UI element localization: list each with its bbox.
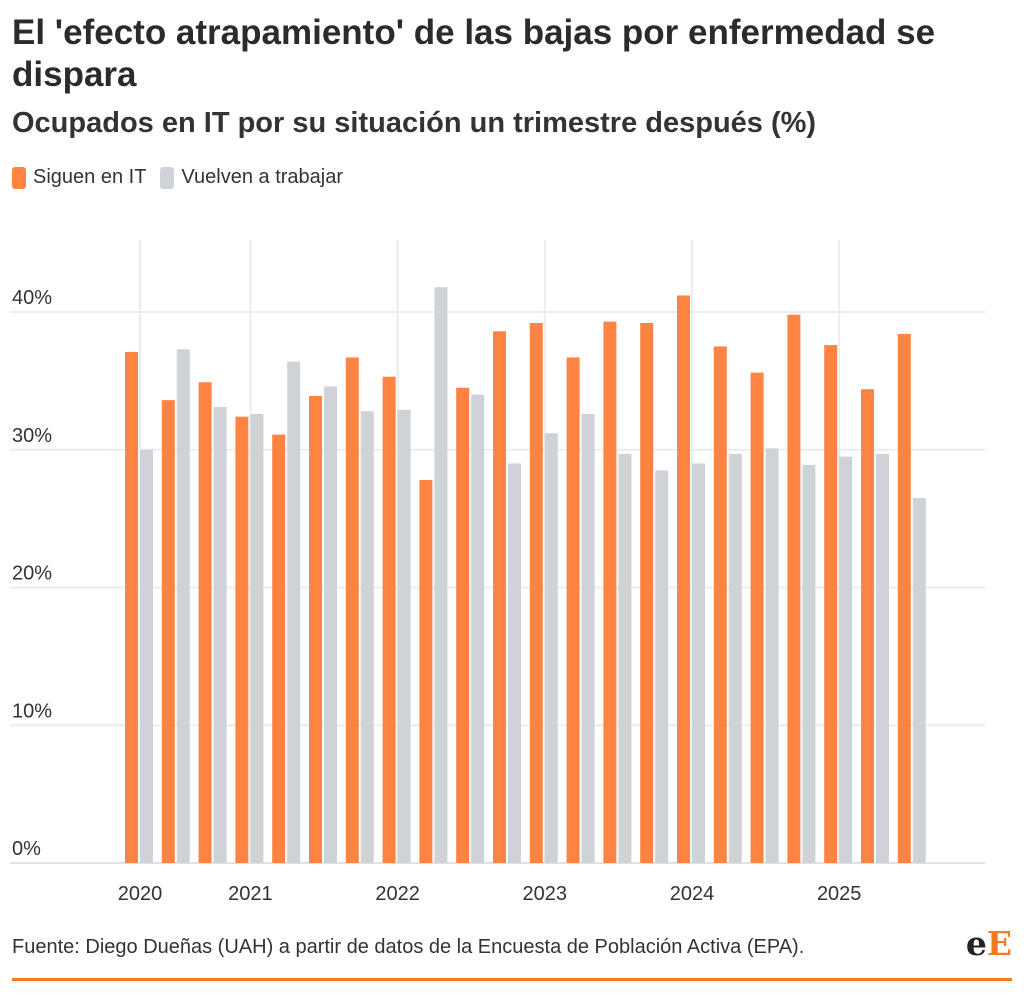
bar-vuelven-a-trabajar-11 bbox=[508, 463, 521, 863]
bar-siguen-en-it-2 bbox=[161, 400, 175, 863]
bar-vuelven-a-trabajar-10 bbox=[471, 394, 485, 863]
source-note: Fuente: Diego Dueñas (UAH) a partir de d… bbox=[12, 936, 805, 958]
bar-siguen-en-it-18 bbox=[750, 372, 764, 863]
legend: Siguen en IT Vuelven a trabajar bbox=[12, 166, 343, 189]
bar-siguen-en-it-19 bbox=[787, 314, 801, 863]
bar-siguen-en-it-8 bbox=[382, 376, 396, 863]
bar-siguen-en-it-10 bbox=[456, 387, 470, 863]
brand-logo: eE bbox=[966, 926, 1012, 962]
bar-vuelven-a-trabajar-1 bbox=[140, 449, 153, 863]
chart-subtitle: Ocupados en IT por su situación un trime… bbox=[12, 107, 817, 139]
bar-vuelven-a-trabajar-22 bbox=[912, 497, 926, 863]
footer-rule bbox=[12, 978, 1012, 981]
bar-siguen-en-it-1 bbox=[125, 351, 138, 863]
logo-letter-e: e bbox=[965, 924, 987, 963]
chart-title: El 'efecto atrapamiento' de las bajas po… bbox=[12, 13, 936, 94]
legend-swatch-siguen bbox=[12, 166, 26, 189]
bar-vuelven-a-trabajar-13 bbox=[581, 413, 595, 863]
bar-siguen-en-it-12 bbox=[529, 323, 543, 863]
bar-siguen-en-it-3 bbox=[198, 382, 212, 863]
x-tick-label-2021: 2021 bbox=[228, 883, 273, 905]
bar-siguen-en-it-13 bbox=[566, 357, 580, 863]
bar-vuelven-a-trabajar-3 bbox=[213, 407, 227, 863]
bar-siguen-en-it-9 bbox=[419, 480, 433, 863]
y-tick-label-30: 30% bbox=[12, 425, 52, 447]
bar-vuelven-a-trabajar-21 bbox=[876, 453, 889, 863]
bar-vuelven-a-trabajar-6 bbox=[324, 386, 337, 863]
x-tick-label-2025: 2025 bbox=[817, 883, 862, 905]
legend-swatch-vuelven bbox=[160, 166, 175, 189]
bar-siguen-en-it-21 bbox=[861, 389, 874, 863]
bar-siguen-en-it-17 bbox=[713, 346, 727, 863]
bar-siguen-en-it-4 bbox=[235, 416, 249, 863]
bar-vuelven-a-trabajar-2 bbox=[176, 349, 190, 863]
bar-vuelven-a-trabajar-20 bbox=[839, 456, 853, 863]
legend-item-vuelven: Vuelven a trabajar bbox=[160, 166, 343, 189]
bar-vuelven-a-trabajar-16 bbox=[692, 463, 705, 863]
y-tick-label-20: 20% bbox=[12, 563, 52, 585]
bar-siguen-en-it-22 bbox=[897, 334, 911, 863]
bar-vuelven-a-trabajar-8 bbox=[397, 409, 411, 863]
bar-chart: 0% 10% 20% 30% 40% 2020 2021 2022 2023 2024 2025 bbox=[10, 240, 985, 905]
bar-vuelven-a-trabajar-9 bbox=[434, 287, 448, 863]
bar-vuelven-a-trabajar-17 bbox=[728, 453, 742, 863]
x-tick-label-2024: 2024 bbox=[670, 883, 715, 905]
bar-vuelven-a-trabajar-18 bbox=[765, 448, 779, 863]
bar-siguen-en-it-11 bbox=[493, 331, 506, 863]
legend-item-siguen: Siguen en IT bbox=[12, 166, 146, 189]
bar-siguen-en-it-20 bbox=[824, 345, 838, 863]
bar-siguen-en-it-5 bbox=[272, 434, 286, 863]
x-tick-label-2020: 2020 bbox=[118, 883, 163, 905]
y-tick-label-40: 40% bbox=[12, 287, 52, 309]
bar-vuelven-a-trabajar-4 bbox=[250, 413, 264, 863]
y-tick-label-0: 0% bbox=[12, 838, 41, 860]
legend-label-siguen: Siguen en IT bbox=[33, 166, 147, 188]
legend-label-vuelven: Vuelven a trabajar bbox=[181, 166, 344, 188]
logo-letter-E: E bbox=[986, 924, 1012, 963]
bar-siguen-en-it-6 bbox=[309, 396, 322, 863]
bar-siguen-en-it-15 bbox=[640, 323, 654, 863]
bar-siguen-en-it-16 bbox=[677, 295, 690, 864]
bar-vuelven-a-trabajar-7 bbox=[360, 411, 374, 863]
y-tick-label-10: 10% bbox=[12, 700, 52, 722]
bar-vuelven-a-trabajar-12 bbox=[544, 433, 558, 863]
x-tick-label-2023: 2023 bbox=[523, 883, 568, 905]
bar-vuelven-a-trabajar-15 bbox=[655, 470, 669, 863]
bar-vuelven-a-trabajar-19 bbox=[802, 464, 816, 863]
bar-vuelven-a-trabajar-5 bbox=[287, 361, 301, 863]
bar-vuelven-a-trabajar-14 bbox=[618, 453, 632, 863]
x-tick-label-2022: 2022 bbox=[375, 883, 420, 905]
bar-siguen-en-it-7 bbox=[345, 357, 359, 863]
bar-siguen-en-it-14 bbox=[603, 321, 617, 863]
